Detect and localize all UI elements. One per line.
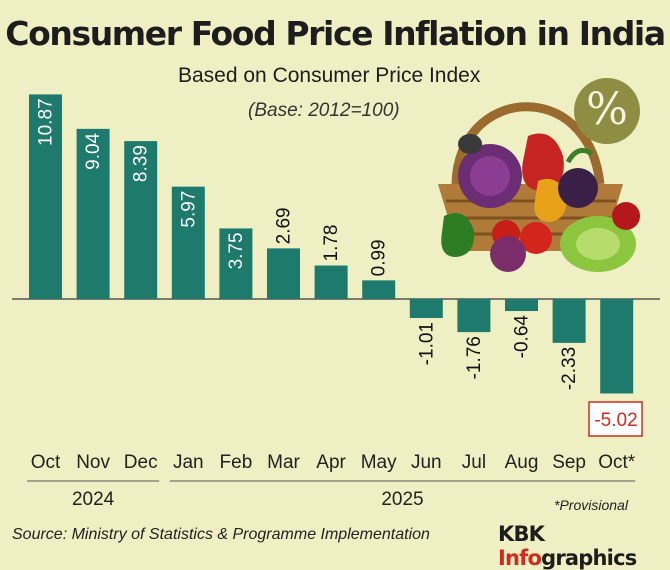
- tomato: [520, 222, 552, 254]
- category-label-2: Dec: [124, 452, 158, 473]
- bar-value-label-12: -5.02: [594, 410, 637, 431]
- highlight-label-box: [588, 401, 643, 437]
- chart-subtitle: Based on Consumer Price Index: [178, 64, 481, 87]
- bar-9: [457, 299, 491, 333]
- bar-value-label-4: 3.75: [226, 232, 247, 269]
- bar-1: [76, 128, 110, 299]
- category-label-9: Jul: [462, 452, 486, 473]
- category-label-5: Mar: [267, 452, 300, 473]
- category-label-8: Jun: [411, 452, 442, 473]
- bar-value-label-5: 2.69: [274, 207, 295, 244]
- eggplant: [558, 168, 598, 208]
- bar-3: [171, 186, 205, 299]
- category-label-10: Aug: [505, 452, 539, 473]
- category-label-7: May: [361, 452, 397, 473]
- category-label-1: Nov: [76, 452, 110, 473]
- bar-chart: 10.87 Oct 9.04 Nov 8.39 Dec 5.97 Jan 3.75 Feb 2.69…: [12, 94, 660, 510]
- bar-value-label-1: 9.04: [83, 132, 104, 169]
- brand-accent: Info: [498, 546, 542, 570]
- bar-7: [362, 280, 396, 299]
- infographic: Consumer Food Price Inflation in India B…: [0, 14, 670, 570]
- bar-10: [505, 299, 538, 312]
- bar-5: [267, 248, 300, 299]
- bar-value-label-10: -0.64: [512, 315, 533, 359]
- percent-badge-icon: %: [574, 78, 640, 144]
- bar-11: [552, 299, 586, 343]
- year-label-0: 2024: [72, 489, 115, 510]
- bar-value-label-7: 0.99: [369, 239, 390, 276]
- vegetable-basket-illustration: [438, 102, 640, 272]
- bar-12: [600, 299, 634, 394]
- bar-value-label-0: 10.87: [36, 98, 57, 146]
- brand-rest: graphics: [541, 546, 637, 570]
- category-label-11: Sep: [552, 452, 586, 473]
- bar-0: [29, 94, 62, 299]
- category-label-4: Feb: [220, 452, 253, 473]
- category-label-0: Oct: [31, 452, 61, 473]
- category-label-6: Apr: [316, 452, 346, 473]
- category-label-3: Jan: [173, 452, 204, 473]
- bar-value-label-9: -1.76: [464, 336, 485, 379]
- bar-value-label-2: 8.39: [131, 145, 152, 182]
- bar-value-label-3: 5.97: [178, 191, 199, 228]
- brand-logo: KBK Infographics: [498, 522, 670, 570]
- chart-title: Consumer Food Price Inflation in India: [5, 14, 666, 53]
- bell-pepper-red: [522, 133, 564, 191]
- bar-value-label-11: -2.33: [559, 347, 580, 390]
- bar-4: [219, 228, 253, 299]
- year-label-1: 2025: [381, 489, 423, 510]
- base-year-note: (Base: 2012=100): [248, 100, 400, 121]
- bar-6: [314, 265, 348, 299]
- bell-pepper-green: [441, 213, 475, 257]
- provisional-note: *Provisional: [554, 497, 628, 513]
- category-label-12: Oct*: [598, 452, 636, 473]
- bar-2: [124, 141, 158, 299]
- bar-8: [409, 299, 443, 319]
- brand-main: KBK: [498, 522, 545, 546]
- onion: [490, 236, 526, 272]
- bar-value-label-6: 1.78: [321, 225, 342, 262]
- bar-value-label-8: -1.01: [416, 322, 437, 365]
- source-credit: Source: Ministry of Statistics & Program…: [12, 526, 430, 543]
- footer: Source: Ministry of Statistics & Program…: [0, 520, 670, 570]
